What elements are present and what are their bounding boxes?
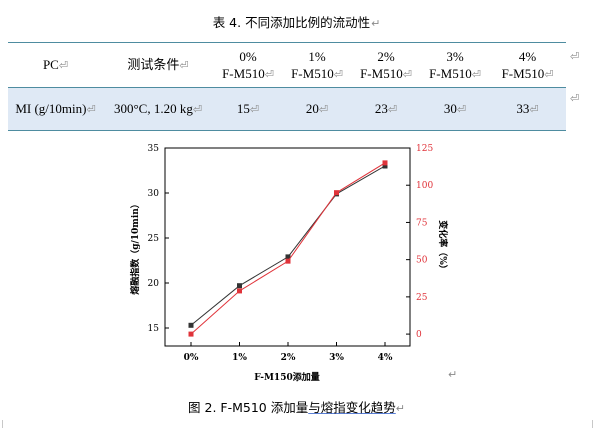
y-axis-label-right: 变化率（%）	[437, 220, 449, 274]
x-tick-label: 1%	[232, 353, 247, 363]
paragraph-mark: ↵	[448, 368, 458, 381]
series-line-1	[190, 165, 386, 326]
left-tick-label: 35	[148, 144, 160, 154]
table-cell: 30⏎	[421, 87, 489, 131]
right-tick-label: 50	[416, 256, 428, 266]
right-axis: 0 25 50 75 100 125	[406, 144, 433, 340]
series-1-point	[382, 163, 388, 169]
series-2-point	[382, 160, 388, 166]
y-axis-label-left: 熔融指数（g/10min）	[129, 199, 141, 295]
series-1-point	[188, 322, 194, 328]
page-corner-mark	[2, 420, 9, 428]
series-2-point	[237, 288, 242, 294]
mi-chart: 15 20 25 30 35 0 25 50 75 100 125 0% 1% 2% 3% 4% 熔融指数…	[129, 144, 449, 383]
right-tick-label: 100	[416, 181, 433, 191]
series-2-point	[334, 190, 339, 196]
x-tick-label: 4%	[378, 353, 393, 363]
x-axis-label: F-M150添加量	[254, 371, 319, 383]
right-tick-label: 25	[416, 293, 428, 303]
table-cell: 20⏎	[283, 87, 351, 131]
data-table: PC⏎ 测试条件⏎ 0% F-M510⏎ 1% F-M510⏎ 2% F-M510⏎ …	[8, 42, 566, 131]
row-end-mark: ⏎	[570, 50, 580, 63]
table-cell: 300°C, 1.20 kg⏎	[103, 87, 213, 131]
paragraph-mark: ↵	[395, 402, 405, 415]
header-cell: PC⏎	[8, 42, 103, 88]
header-cell: 3% F-M510⏎	[421, 42, 489, 88]
series-1-point	[285, 254, 291, 260]
series-1-point	[237, 283, 242, 289]
left-axis: 15 20 25 30 35	[148, 144, 169, 334]
series-line-2	[190, 162, 386, 335]
left-tick-label: 15	[148, 324, 160, 334]
table-row: MI (g/10min)⏎ 300°C, 1.20 kg⏎ 15⏎ 20⏎ 23…	[8, 87, 566, 131]
series-group	[188, 160, 388, 337]
table-cell: 23⏎	[351, 87, 421, 131]
series-2-point	[285, 258, 291, 264]
table-cell: 15⏎	[213, 87, 283, 131]
header-cell: 0% F-M510⏎	[213, 42, 283, 88]
header-cell: 2% F-M510⏎	[351, 42, 421, 88]
x-axis: 0% 1% 2% 3% 4%	[184, 342, 393, 363]
x-tick-label: 2%	[281, 353, 296, 363]
left-tick-label: 25	[148, 234, 160, 244]
table-caption: 表 4. 不同添加比例的流动性↵	[212, 15, 381, 30]
right-tick-label: 0	[416, 330, 422, 340]
header-cell: 测试条件⏎	[103, 42, 213, 88]
x-tick-label: 3%	[329, 353, 344, 363]
row-end-mark: ⏎	[570, 92, 580, 105]
table-cell: MI (g/10min)⏎	[8, 87, 103, 131]
right-tick-label: 75	[416, 218, 428, 228]
x-tick-label: 0%	[184, 353, 199, 363]
table-header-row: PC⏎ 测试条件⏎ 0% F-M510⏎ 1% F-M510⏎ 2% F-M510⏎ …	[8, 42, 566, 88]
header-cell: 4% F-M510⏎	[489, 42, 566, 88]
page-corner-mark	[586, 420, 593, 428]
figure-caption: 图 2. F-M510 添加量与熔指变化趋势↵	[188, 400, 405, 415]
left-tick-label: 20	[148, 279, 160, 289]
header-cell: 1% F-M510⏎	[283, 42, 351, 88]
table-cell: 33⏎	[489, 87, 566, 131]
right-tick-label: 125	[416, 144, 433, 154]
left-tick-label: 30	[148, 189, 160, 199]
series-2-point	[188, 331, 194, 337]
paragraph-mark: ↵	[371, 17, 381, 30]
